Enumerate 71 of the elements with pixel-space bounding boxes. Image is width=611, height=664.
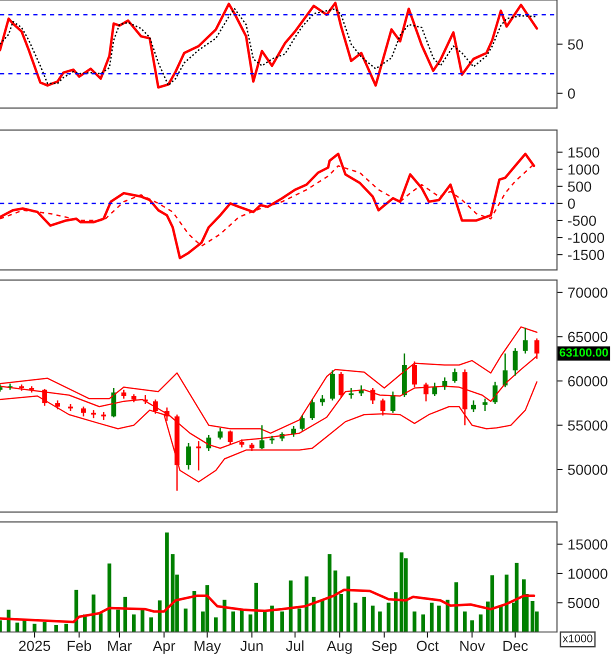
y-tick-label: 15000 [568, 539, 608, 550]
bar [421, 614, 426, 632]
bar [470, 620, 474, 632]
bar [437, 606, 441, 632]
bar [478, 614, 483, 632]
x-tick-label: May [194, 640, 221, 654]
y-tick-label: -500 [568, 216, 596, 226]
bar [320, 600, 324, 632]
y-tick-label: 1000 [568, 164, 600, 175]
x-tick-label: Aug [326, 640, 352, 654]
bar [378, 612, 382, 632]
y-tick-label: 55000 [568, 420, 608, 431]
y-tick-label: 0 [568, 88, 575, 99]
text: x1000 [562, 634, 592, 642]
x-tick-label: Nov [460, 640, 485, 652]
bar [42, 622, 46, 632]
y-tick-label: 5000 [568, 598, 600, 608]
x-tick-label: Mar [108, 640, 132, 652]
bar [140, 608, 144, 632]
bar [386, 602, 390, 632]
x-tick-label: Oct [416, 640, 439, 652]
bar [446, 600, 450, 632]
bar [149, 617, 153, 632]
bar [270, 606, 274, 632]
bar [132, 614, 136, 632]
y-tick-label: 10000 [568, 568, 608, 579]
y-tick-label: 1500 [568, 147, 600, 158]
line-series [0, 588, 536, 624]
y-tick-label: 0 [568, 198, 575, 209]
x-tick-label: 2025 [19, 640, 50, 652]
bar [280, 612, 284, 632]
y-tick-label: 60000 [568, 376, 608, 386]
bar [116, 610, 120, 632]
bar [463, 612, 467, 632]
annotation: 63100.00 [560, 348, 608, 357]
y-tick-label: 65000 [568, 332, 608, 342]
bar [370, 606, 375, 632]
bar [339, 594, 343, 632]
bar [108, 564, 112, 632]
y-tick-label: 50000 [568, 464, 608, 475]
bar [304, 576, 308, 632]
y-tick-label: 70000 [568, 288, 608, 298]
y-tick-label: 50 [568, 39, 584, 50]
x-tick-label: Jun [240, 640, 263, 652]
bar [214, 617, 218, 632]
y-tick-label: -1000 [568, 232, 604, 243]
bar [354, 602, 358, 632]
x-tick-label: Jul [286, 640, 304, 652]
bar [165, 532, 169, 632]
bar [328, 554, 332, 632]
bar [15, 622, 20, 632]
bar [412, 612, 416, 632]
x-tick-label: Sep [372, 640, 397, 654]
y-tick-label: 500 [568, 181, 592, 192]
y-tick-label: -1500 [568, 250, 604, 260]
bar [430, 602, 434, 632]
x-tick-label: Apr [152, 640, 176, 654]
bar [297, 608, 302, 632]
x-tick-label: Feb [68, 640, 92, 652]
bar [32, 624, 36, 632]
bar [231, 612, 236, 632]
bar [362, 596, 366, 632]
bar [222, 600, 226, 632]
bar [400, 552, 404, 632]
bar [504, 574, 508, 632]
bar [530, 600, 534, 632]
bar [248, 614, 252, 632]
bar [184, 608, 188, 632]
bar [92, 594, 96, 632]
candlestick [482, 398, 488, 412]
x-tick-label: Dec [503, 640, 528, 652]
